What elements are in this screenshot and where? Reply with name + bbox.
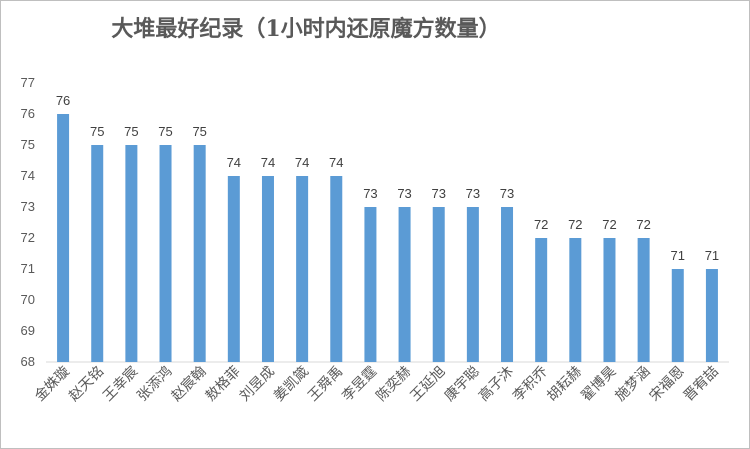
category-label: 王延旭 — [408, 364, 449, 405]
bar — [330, 176, 343, 362]
y-tick-label: 73 — [21, 199, 35, 214]
category-label: 陈奕赫 — [373, 363, 415, 405]
y-tick-label: 72 — [21, 230, 35, 245]
category-label: 敖格菲 — [203, 364, 244, 405]
data-label: 72 — [636, 217, 650, 232]
bar — [432, 207, 445, 362]
bars — [57, 114, 718, 362]
y-tick-label: 74 — [21, 168, 35, 183]
bar — [364, 207, 377, 362]
data-label: 74 — [329, 155, 343, 170]
bar — [637, 238, 650, 362]
data-label: 73 — [500, 186, 514, 201]
bar — [296, 176, 309, 362]
y-tick-label: 71 — [21, 261, 35, 276]
category-label: 王舜禹 — [305, 364, 346, 405]
category-label: 王幸宸 — [99, 363, 141, 405]
chart-title: 大堆最好纪录（1小时内还原魔方数量） — [111, 16, 501, 42]
y-tick-label: 69 — [21, 323, 35, 338]
data-label: 73 — [431, 186, 445, 201]
data-label: 72 — [602, 217, 616, 232]
bar — [261, 176, 274, 362]
data-label: 75 — [124, 124, 138, 139]
data-label: 72 — [534, 217, 548, 232]
data-label: 73 — [397, 186, 411, 201]
category-label: 施梦涵 — [612, 364, 653, 405]
bar — [193, 145, 206, 362]
data-label: 76 — [56, 93, 70, 108]
category-label: 姜凯箴 — [270, 363, 312, 405]
y-axis-ticks: 68 69 70 71 72 73 74 75 76 77 — [21, 75, 35, 369]
data-label: 73 — [363, 186, 377, 201]
bar — [125, 145, 138, 362]
category-label: 李昱霆 — [339, 364, 380, 405]
category-label: 高子沐 — [475, 363, 517, 405]
data-label: 72 — [568, 217, 582, 232]
category-label: 康宇聪 — [441, 363, 483, 405]
bar — [398, 207, 411, 362]
bar — [569, 238, 582, 362]
bar — [535, 238, 548, 362]
bar — [671, 269, 684, 362]
y-tick-label: 68 — [21, 354, 35, 369]
y-tick-label: 70 — [21, 292, 35, 307]
category-label: 胡耘赫 — [544, 364, 585, 405]
data-label: 74 — [295, 155, 309, 170]
data-label: 73 — [466, 186, 480, 201]
category-label: 刘昱成 — [237, 364, 278, 405]
category-label: 翟博昊 — [578, 363, 620, 405]
category-label: 张添鸿 — [134, 363, 176, 405]
y-tick-label: 77 — [21, 75, 35, 90]
category-label: 赵天铭 — [66, 364, 107, 405]
category-label: 金姝璇 — [32, 364, 73, 405]
y-tick-label: 75 — [21, 137, 35, 152]
bar — [227, 176, 240, 362]
category-labels: 金姝璇赵天铭王幸宸张添鸿赵宸翰敖格菲刘昱成姜凯箴王舜禹李昱霆陈奕赫王延旭康宇聪高… — [32, 363, 722, 405]
data-label: 75 — [90, 124, 104, 139]
category-label: 宋福恩 — [647, 364, 688, 405]
y-tick-label: 76 — [21, 106, 35, 121]
bar — [705, 269, 718, 362]
bar — [57, 114, 70, 362]
data-label: 74 — [261, 155, 275, 170]
bar — [501, 207, 514, 362]
data-label: 75 — [158, 124, 172, 139]
data-label: 75 — [192, 124, 206, 139]
bar — [466, 207, 479, 362]
data-label: 71 — [705, 248, 719, 263]
category-label: 李积乔 — [510, 364, 551, 405]
category-label: 晋宥喆 — [680, 363, 722, 405]
bar — [603, 238, 616, 362]
bar — [91, 145, 104, 362]
data-label: 71 — [671, 248, 685, 263]
data-label: 74 — [227, 155, 241, 170]
category-label: 赵宸翰 — [168, 363, 210, 405]
data-labels: 76 75 75 75 75 74 74 74 74 73 73 73 73 73 72 72 72 72 71 71 — [56, 93, 719, 263]
bar — [159, 145, 172, 362]
